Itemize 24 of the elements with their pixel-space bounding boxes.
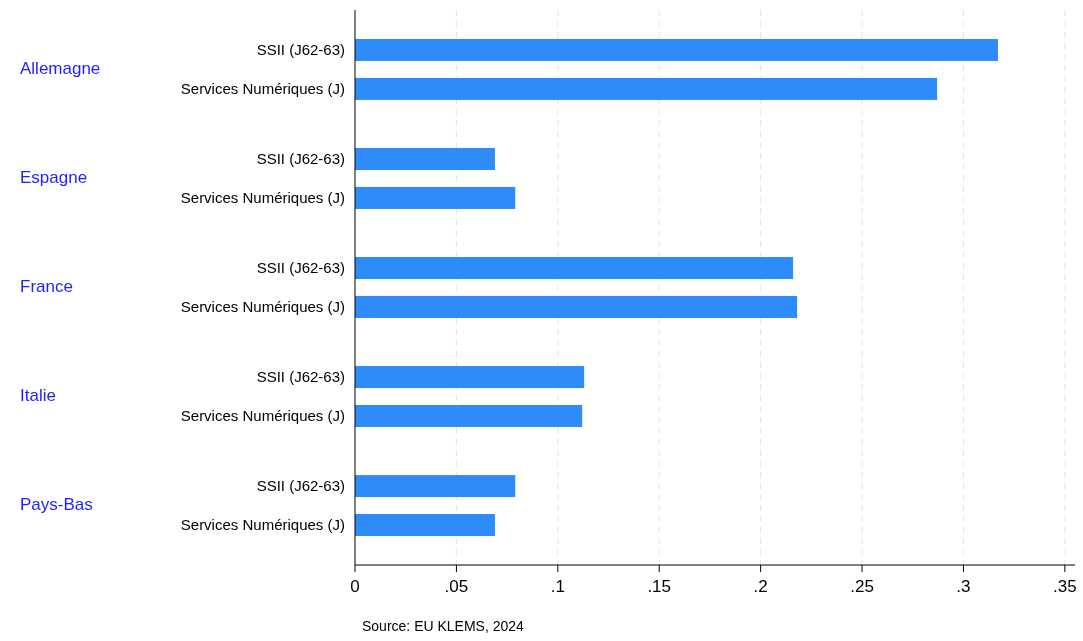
x-tick-label: .05 xyxy=(444,577,469,596)
x-tick-label: .25 xyxy=(850,577,874,596)
text: Italie xyxy=(20,386,56,406)
text: Espagne xyxy=(20,168,88,188)
text: France xyxy=(20,277,73,297)
y-tick-label: Services Numériques (J) xyxy=(180,298,345,316)
y-tick-label: SSII (J62-63) xyxy=(256,259,345,277)
x-tick-label: .2 xyxy=(753,577,768,596)
x-tick-label: 0 xyxy=(350,577,360,596)
x-tick-label: .1 xyxy=(550,577,565,596)
y-tick-label: SSII (J62-63) xyxy=(256,477,345,495)
x-tick-label: .35 xyxy=(1053,577,1077,596)
y-tick-label: Services Numériques (J) xyxy=(180,516,345,534)
text: Pays-Bas xyxy=(20,495,93,515)
x-tick-label: .15 xyxy=(647,577,672,596)
y-tick-label: Services Numériques (J) xyxy=(180,80,345,98)
y-tick-label: SSII (J62-63) xyxy=(256,368,345,386)
y-tick-label: SSII (J62-63) xyxy=(256,41,345,59)
text: Allemagne xyxy=(20,59,101,79)
source-note: Source: EU KLEMS, 2024 xyxy=(362,618,525,634)
x-tick-label: .3 xyxy=(956,577,971,596)
y-tick-label: SSII (J62-63) xyxy=(256,150,345,168)
y-tick-label: Services Numériques (J) xyxy=(180,407,345,425)
y-tick-label: Services Numériques (J) xyxy=(180,189,345,207)
